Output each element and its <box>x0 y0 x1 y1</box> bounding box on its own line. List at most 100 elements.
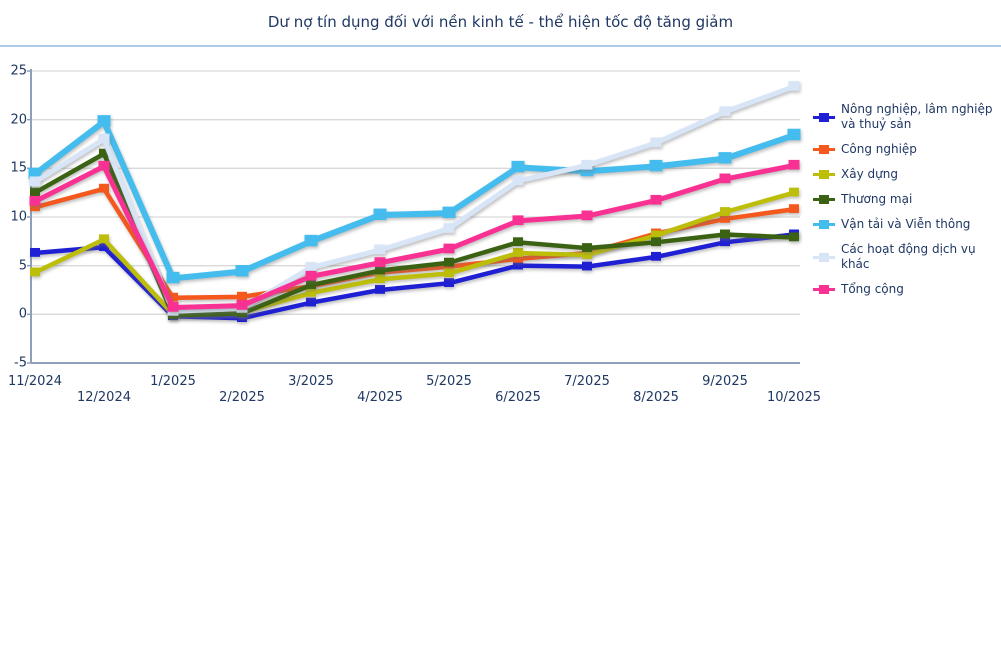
data-point-marker <box>787 128 801 141</box>
legend-marker-square <box>819 195 829 204</box>
data-point-marker <box>720 229 730 239</box>
x-tick-label-1-2025: 1/2025 <box>150 374 196 389</box>
x-tick-label-7-2025: 7/2025 <box>564 374 610 389</box>
data-point-marker <box>305 270 317 281</box>
data-point-marker <box>788 81 800 91</box>
data-point-marker <box>98 133 110 144</box>
legend-label: Nông nghiệp, lâm nghiệp và thuỷ sản <box>841 102 993 131</box>
series-line-3 <box>30 148 799 320</box>
legend-item-6: Tổng cộng <box>813 282 999 297</box>
data-point-marker <box>30 202 40 212</box>
data-point-marker <box>513 260 523 270</box>
data-point-marker <box>30 248 40 257</box>
data-point-marker <box>582 261 592 271</box>
data-point-marker <box>512 215 524 226</box>
data-point-marker <box>444 257 454 267</box>
data-point-marker <box>166 271 180 284</box>
data-point-marker <box>28 167 42 180</box>
data-point-marker <box>375 265 385 275</box>
data-point-marker <box>581 159 593 170</box>
legend-marker-square <box>819 220 829 229</box>
legend-marker-icon <box>813 219 835 230</box>
data-point-marker <box>99 183 109 193</box>
legend-marker-icon <box>813 112 835 123</box>
x-tick-label-6-2025: 6/2025 <box>495 390 541 405</box>
legend-marker-square <box>819 170 829 179</box>
data-point-marker <box>29 195 41 206</box>
data-point-marker <box>789 232 799 242</box>
data-point-marker <box>788 159 800 170</box>
legend-marker-square <box>819 145 829 154</box>
data-point-marker <box>719 173 731 184</box>
legend-label: Vận tải và Viễn thông <box>841 217 971 231</box>
series-line-4 <box>28 115 801 284</box>
data-point-marker <box>789 187 799 197</box>
data-point-marker <box>29 176 41 187</box>
data-point-marker <box>513 253 523 263</box>
legend-marker-icon <box>813 169 835 180</box>
data-point-marker <box>720 213 730 223</box>
data-point-marker <box>443 243 455 254</box>
data-point-marker <box>442 206 456 219</box>
legend-marker-square <box>819 252 829 262</box>
y-tick-label-15: 15 <box>10 160 27 176</box>
data-point-marker <box>649 159 663 172</box>
data-point-marker <box>236 300 248 310</box>
x-tick-label-5-2025: 5/2025 <box>426 374 472 389</box>
legend-marker-square <box>819 112 829 122</box>
data-point-marker <box>374 257 386 267</box>
data-point-marker <box>651 237 661 247</box>
legend-item-0: Nông nghiệp, lâm nghiệp và thuỷ sản <box>813 102 999 132</box>
legend-marker-square <box>819 285 829 294</box>
data-point-marker <box>718 152 732 164</box>
x-tick-label-2-2025: 2/2025 <box>219 390 265 405</box>
legend-marker-icon <box>813 194 835 205</box>
legend-label: Công nghiệp <box>841 142 917 156</box>
data-point-marker <box>720 207 730 216</box>
data-point-marker <box>99 234 109 244</box>
y-tick-label--5: -5 <box>14 355 27 371</box>
x-tick-label-8-2025: 8/2025 <box>633 390 679 405</box>
data-point-marker <box>373 208 387 220</box>
x-tick-label-12-2024: 12/2024 <box>76 390 132 405</box>
data-point-marker <box>99 242 109 251</box>
data-point-marker <box>581 210 593 221</box>
series-line-6 <box>29 159 800 312</box>
data-point-marker <box>306 297 316 307</box>
data-point-marker <box>720 237 730 247</box>
series-path <box>34 190 795 317</box>
series-line-5 <box>29 81 800 316</box>
x-tick-label-10-2025: 10/2025 <box>766 390 822 405</box>
legend-label: Xây dựng <box>841 167 898 181</box>
data-point-marker <box>237 291 247 301</box>
legend-item-4: Vận tải và Viễn thông <box>813 217 999 232</box>
data-point-marker <box>375 274 385 284</box>
data-point-marker <box>99 148 109 158</box>
line-chart-canvas <box>27 69 801 364</box>
data-point-marker <box>97 115 111 127</box>
x-tick-label-3-2025: 3/2025 <box>288 374 334 389</box>
data-point-marker <box>651 230 661 240</box>
data-point-marker <box>444 278 454 287</box>
data-point-marker <box>512 175 524 186</box>
data-point-marker <box>167 302 179 312</box>
series-path <box>33 118 795 282</box>
data-point-marker <box>513 248 523 257</box>
data-point-marker <box>443 223 455 233</box>
legend-item-2: Xây dựng <box>813 167 999 182</box>
data-point-marker <box>582 249 592 259</box>
y-tick-label-10: 10 <box>10 209 27 225</box>
chart-title: Dư nợ tín dụng đối với nền kinh tế - thể… <box>267 13 734 31</box>
data-point-marker <box>305 262 317 272</box>
legend-marker-icon <box>813 144 835 155</box>
data-point-marker <box>304 234 318 247</box>
data-point-marker <box>444 268 454 278</box>
title-divider <box>0 45 1001 47</box>
legend-label: Tổng cộng <box>841 282 904 296</box>
x-tick-label-11-2024: 11/2024 <box>7 374 63 389</box>
data-point-marker <box>306 287 316 297</box>
y-tick-label-20: 20 <box>10 112 27 128</box>
data-point-marker <box>650 194 662 205</box>
series-path <box>33 162 795 311</box>
legend-item-3: Thương mại <box>813 192 999 207</box>
